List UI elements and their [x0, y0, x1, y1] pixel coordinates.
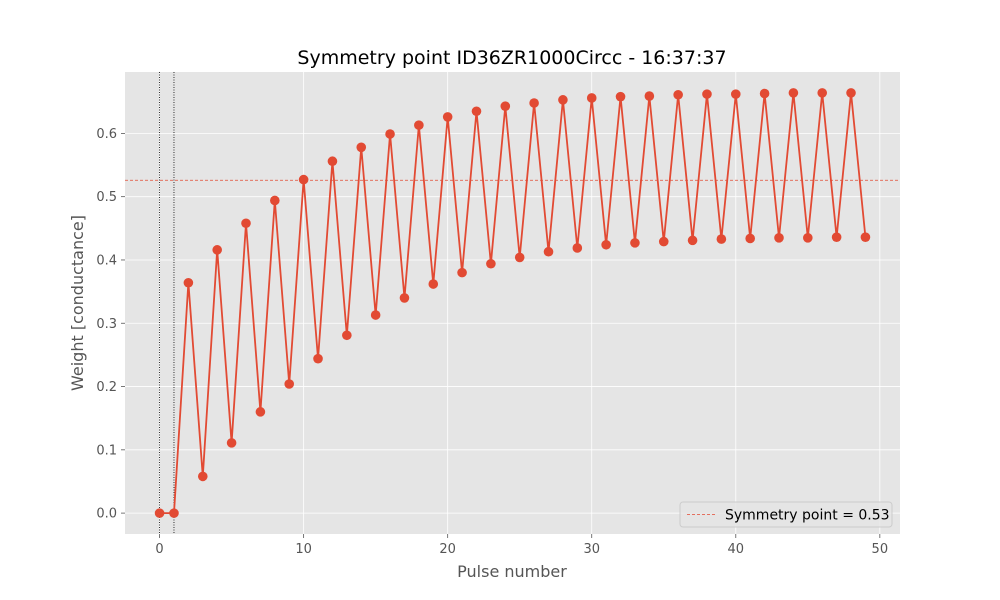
data-point: [658, 236, 669, 247]
tick-labels: 0 10 20 30 40 50 0.0 0.1 0.2 0.3 0.4 0.5 0.6: [96, 127, 888, 557]
y-tick-label: 0.5: [96, 190, 117, 205]
data-point: [817, 88, 828, 98]
y-tick-label: 0.4: [96, 253, 117, 268]
data-point: [298, 174, 309, 185]
data-point: [241, 218, 251, 229]
data-point: [212, 245, 222, 255]
y-axis-label: Weight [conductance]: [68, 215, 87, 391]
data-point: [716, 234, 727, 244]
series-line: [159, 91, 867, 515]
data-point: [270, 195, 280, 206]
data-point: [255, 407, 266, 417]
data-point: [543, 246, 554, 257]
data-point: [500, 101, 511, 111]
data-point: [414, 120, 424, 130]
x-axis-label: Pulse number: [457, 562, 567, 581]
data-point: [197, 471, 208, 482]
y-tick-label: 0.3: [96, 317, 117, 332]
y-tick-label: 0.6: [96, 127, 117, 142]
data-point: [774, 233, 784, 243]
x-tick-label: 50: [872, 542, 889, 557]
data-point: [313, 353, 323, 364]
data-point: [514, 252, 525, 263]
data-point: [860, 232, 871, 242]
data-point: [846, 88, 856, 98]
x-tick-label: 30: [583, 542, 600, 557]
data-point: [673, 89, 683, 100]
data-point: [154, 508, 165, 518]
data-point: [284, 379, 295, 389]
data-point: [702, 89, 712, 99]
legend-box: [679, 501, 893, 528]
data-point: [730, 89, 741, 99]
data-point: [370, 310, 381, 320]
legend-label: Symmetry point = 0.53: [725, 508, 890, 524]
data-point: [457, 267, 467, 278]
data-point: [442, 112, 453, 122]
data-point: [601, 239, 611, 250]
chart-title: Symmetry point ID36ZR1000Circc - 16:37:3…: [297, 47, 726, 69]
data-point: [226, 438, 237, 448]
x-tick-label: 20: [439, 542, 456, 557]
data-point: [831, 232, 842, 242]
data-point: [529, 98, 539, 108]
data-point: [572, 243, 583, 253]
data-point: [327, 156, 338, 167]
x-tick-label: 40: [728, 542, 745, 557]
data-point: [788, 88, 799, 98]
data-point: [644, 91, 655, 101]
data-point: [586, 93, 597, 103]
data-point: [630, 238, 640, 248]
data-point: [428, 279, 439, 289]
data-point: [385, 129, 395, 139]
data-point: [342, 330, 352, 341]
data-point: [183, 277, 194, 288]
data-point: [745, 233, 755, 244]
x-tick-label: 10: [295, 542, 312, 557]
data-point: [687, 235, 698, 246]
legend: Symmetry point = 0.53: [679, 501, 893, 528]
y-tick-label: 0.1: [96, 443, 117, 458]
y-tick-label: 0.2: [96, 380, 117, 395]
data-point: [759, 88, 770, 99]
data-point: [486, 258, 496, 269]
data-point: [169, 508, 179, 518]
data-point: [558, 95, 568, 105]
data-point: [803, 233, 813, 243]
data-point: [615, 91, 626, 102]
y-tick-label: 0.0: [96, 507, 117, 522]
x-tick-label: 0: [155, 542, 163, 557]
series-group: [154, 88, 871, 518]
data-point: [399, 293, 410, 303]
data-point: [356, 142, 367, 153]
data-point: [471, 106, 482, 117]
